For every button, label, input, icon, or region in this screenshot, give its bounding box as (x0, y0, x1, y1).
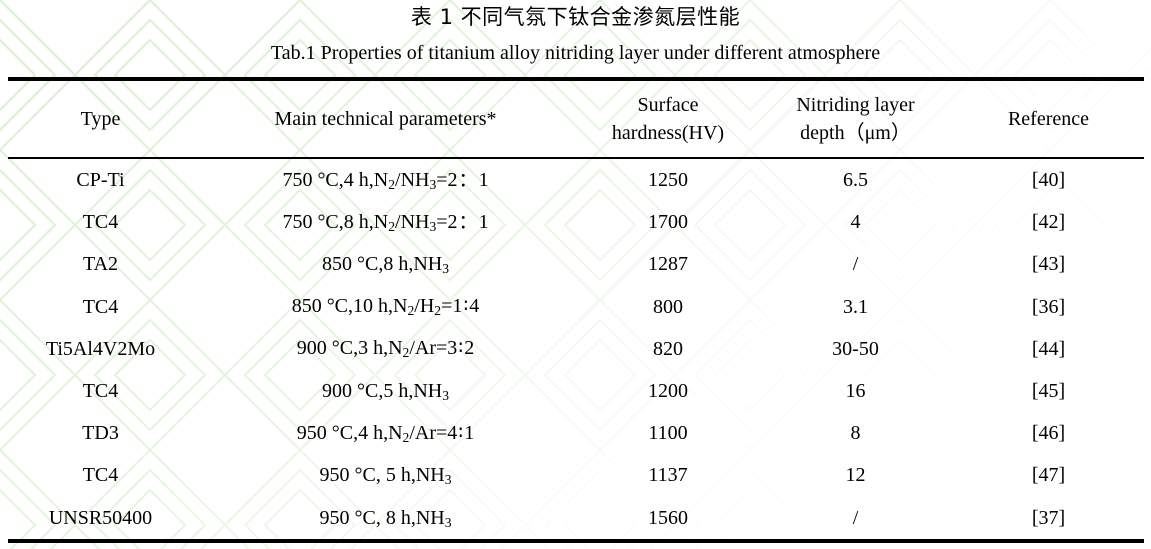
cell-depth: / (852, 253, 859, 276)
cell-parameters: 950 °C, 8 h,NH3 (193, 496, 578, 543)
cell-reference: [40] (1031, 169, 1066, 192)
cell-type: TD3 (82, 422, 119, 445)
table-body: CP-Ti 750 °C,4 h,N2/NH3=2：1 1250 6.5 [40] TC4… (8, 158, 1144, 543)
cell-reference: [44] (1031, 337, 1066, 360)
column-header-depth-line1: Nitriding layer (796, 94, 915, 116)
column-header-depth-line2: depth（μm） (800, 122, 911, 144)
column-header-type: Type (8, 77, 193, 159)
cell-type: CP-Ti (76, 169, 125, 192)
cell-reference: [43] (1031, 253, 1066, 276)
cell-hardness: 800 (653, 295, 683, 318)
cell-depth: 12 (845, 464, 866, 487)
column-header-hardness: Surface hardness(HV) (578, 77, 758, 159)
cell-hardness: 1250 (648, 169, 688, 192)
table-header-row: Type Main technical parameters* Surface … (8, 77, 1144, 159)
cell-hardness: 1700 (648, 211, 688, 234)
cell-depth: 6.5 (843, 169, 868, 192)
cell-depth: 4 (850, 211, 861, 234)
properties-table: Type Main technical parameters* Surface … (8, 77, 1144, 543)
table-row: TD3 950 °C,4 h,N2/Ar=4∶1 1100 8 [46] (8, 412, 1144, 454)
cell-parameters: 950 °C, 5 h,NH3 (319, 464, 452, 488)
table-row: CP-Ti 750 °C,4 h,N2/NH3=2：1 1250 6.5 [40] (8, 158, 1144, 201)
cell-parameters: 850 °C,10 h,N2/H2=1∶4 (291, 295, 480, 319)
table-row: TA2 850 °C,8 h,NH3 1287 / [43] (8, 243, 1144, 285)
cell-type: UNSR50400 (8, 496, 193, 543)
cell-hardness: 1100 (648, 422, 688, 445)
cell-type: TC4 (82, 211, 119, 234)
cell-depth: 16 (845, 380, 866, 403)
table-header: Type Main technical parameters* Surface … (8, 77, 1144, 159)
table-row: TC4 950 °C, 5 h,NH3 1137 12 [47] (8, 454, 1144, 496)
cell-type: TC4 (82, 464, 119, 487)
cell-reference: [45] (1031, 380, 1066, 403)
cell-type: TA2 (82, 253, 119, 276)
column-header-reference: Reference (953, 77, 1144, 159)
cell-parameters: 750 °C,4 h,N2/NH3=2：1 (282, 168, 489, 192)
cell-type: TC4 (82, 295, 119, 318)
cell-depth: 30-50 (832, 337, 879, 360)
cell-reference: [46] (1031, 422, 1066, 445)
table-row: TC4 750 °C,8 h,N2/NH3=2：1 1700 4 [42] (8, 201, 1144, 243)
cell-reference: [42] (1031, 211, 1066, 234)
column-header-reference-line1: Reference (1007, 108, 1090, 130)
column-header-type-line1: Type (80, 108, 121, 130)
cell-parameters: 950 °C,4 h,N2/Ar=4∶1 (296, 421, 475, 445)
cell-reference: [37] (953, 496, 1144, 543)
cell-type: TC4 (82, 380, 119, 403)
cell-type: Ti5Al4V2Mo (45, 337, 156, 360)
cell-parameters: 850 °C,8 h,NH3 (321, 253, 450, 277)
cell-hardness: 1200 (648, 380, 688, 403)
cell-reference: [36] (1031, 295, 1066, 318)
cell-hardness: 1560 (578, 496, 758, 543)
table-row: Ti5Al4V2Mo 900 °C,3 h,N2/Ar=3∶2 820 30-50 [4… (8, 328, 1144, 370)
cell-depth: 8 (850, 422, 861, 445)
column-header-hardness-line1: Surface (637, 94, 699, 116)
cell-reference: [47] (1031, 464, 1066, 487)
cell-depth: / (758, 496, 953, 543)
cell-hardness: 1287 (648, 253, 688, 276)
table-row: TC4 850 °C,10 h,N2/H2=1∶4 800 3.1 [36] (8, 286, 1144, 328)
cell-parameters: 900 °C,5 h,NH3 (321, 380, 450, 404)
table-row: UNSR50400 950 °C, 8 h,NH3 1560/[37] (8, 496, 1144, 543)
caption-chinese: 表 1 不同气氛下钛合金渗氮层性能 (410, 5, 741, 29)
column-header-hardness-line2: hardness(HV) (611, 122, 725, 144)
column-header-parameters: Main technical parameters* (193, 77, 578, 159)
cell-parameters: 900 °C,3 h,N2/Ar=3∶2 (296, 337, 475, 361)
column-header-depth: Nitriding layer depth（μm） (758, 77, 953, 159)
cell-hardness: 1137 (648, 464, 688, 487)
caption-english: Tab.1 Properties of titanium alloy nitri… (270, 42, 881, 64)
cell-parameters: 750 °C,8 h,N2/NH3=2：1 (282, 210, 489, 234)
cell-hardness: 820 (653, 337, 683, 360)
table-row: TC4 900 °C,5 h,NH3 1200 16 [45] (8, 370, 1144, 412)
column-header-parameters-line1: Main technical parameters* (274, 108, 497, 130)
cell-depth: 3.1 (843, 295, 868, 318)
